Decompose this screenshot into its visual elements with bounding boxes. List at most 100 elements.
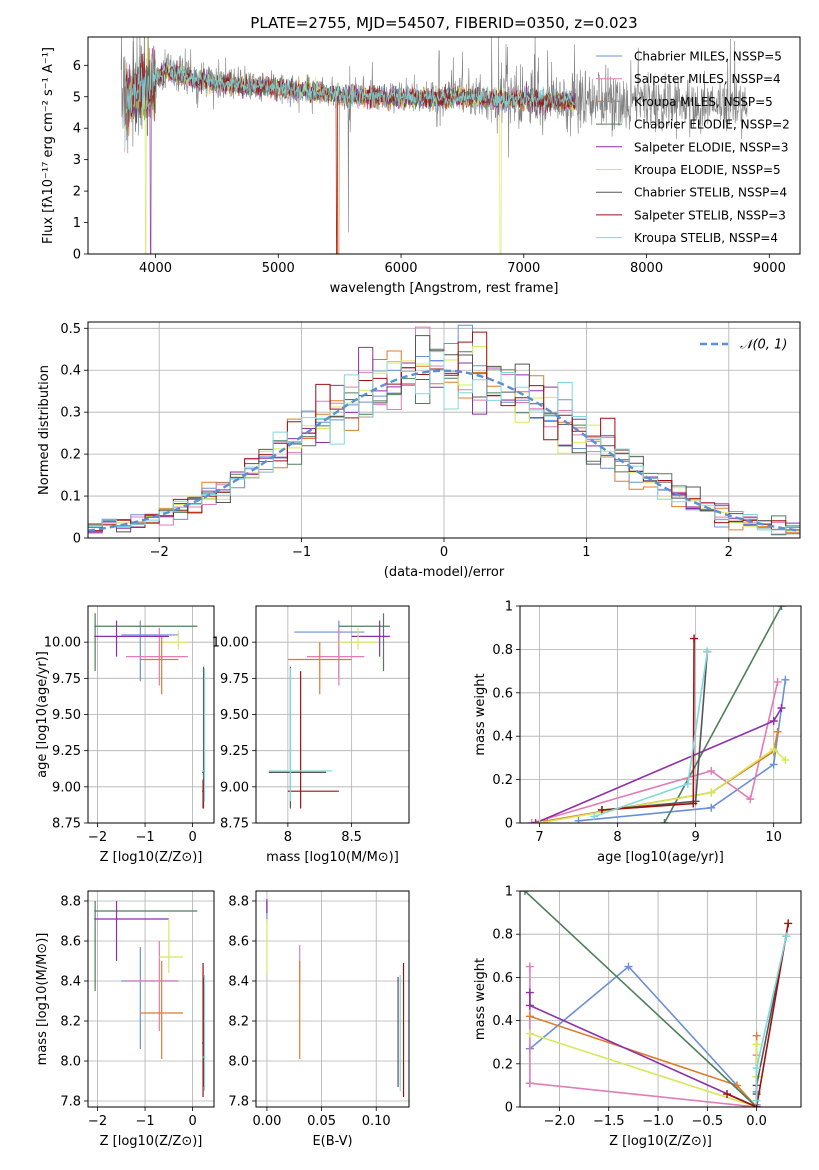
y-tick-label: 9.00 — [220, 780, 249, 795]
data-point-marker — [752, 1096, 761, 1105]
data-point-marker — [520, 891, 529, 895]
x-axis-label: E(B-V) — [312, 1134, 352, 1149]
y-tick-label: 7.8 — [60, 1095, 81, 1110]
plot-area — [256, 891, 409, 1107]
y-tick-label: 10.00 — [44, 636, 81, 651]
data-point-marker — [752, 1031, 761, 1040]
y-tick-label: 0.3 — [60, 406, 81, 421]
panel-6: 0.00 0.05 0.10 7.8 8.0 8.2 8.4 8.6 8.8 E(B-V) — [228, 890, 410, 1149]
y-tick-label: 0 — [505, 1101, 513, 1116]
data-point-marker — [781, 756, 790, 765]
y-axis-label: mass weight — [473, 673, 488, 755]
normal-curve — [88, 369, 800, 532]
y-tick-label: 10.00 — [212, 636, 249, 651]
axes-frame — [519, 605, 802, 824]
x-axis-label: Z [log10(Z/Z⊙)] — [100, 850, 203, 865]
y-tick-label: 0.2 — [492, 1057, 513, 1072]
data-point-marker — [624, 962, 633, 971]
x-axis-label: mass [log10(M/M⊙)] — [266, 850, 399, 865]
series-line-salpeter-elodie — [529, 992, 757, 1107]
data-point-marker — [723, 1090, 732, 1099]
x-tick-label: 0 — [188, 1114, 196, 1129]
x-tick-label: 7000 — [507, 261, 540, 276]
x-tick-label: −2.0 — [544, 1114, 576, 1129]
y-axis-label: Flux [fλ10⁻¹⁷ erg cm⁻² s⁻¹ A⁻¹] — [41, 47, 56, 244]
data-point-marker — [703, 647, 712, 656]
plot-area — [88, 891, 214, 1107]
x-tick-label: 0 — [188, 830, 196, 845]
data-point-marker — [784, 919, 793, 928]
plot-area — [88, 322, 800, 538]
x-tick-label: 6000 — [384, 261, 417, 276]
y-tick-label: 8.0 — [60, 1055, 81, 1070]
axes-frame — [519, 890, 802, 1108]
y-tick-label: 4 — [73, 122, 81, 137]
model-spectrum-kroupa-stelib — [124, 53, 576, 148]
y-tick-label: 9.25 — [52, 744, 81, 759]
plot-area — [120, 37, 748, 254]
y-tick-label: 9.25 — [220, 744, 249, 759]
y-tick-label: 5 — [73, 90, 81, 105]
series-line-kroupa-miles — [529, 1015, 758, 1107]
plot-area — [520, 891, 801, 1107]
y-tick-label: 0.8 — [492, 643, 513, 658]
y-tick-label: 0.2 — [492, 773, 513, 788]
legend-label: 𝒩(0, 1) — [740, 338, 787, 353]
data-point-marker — [707, 803, 716, 812]
x-tick-label: −1 — [292, 545, 311, 560]
x-tick-label: 0.10 — [362, 1114, 391, 1129]
y-axis-label: mass [log10(M/M⊙)] — [35, 933, 50, 1066]
x-tick-label: 8.5 — [341, 830, 362, 845]
series-line-salpeter-stelib — [726, 923, 789, 1107]
y-tick-label: 8.75 — [220, 817, 249, 832]
y-tick-label: 0.8 — [492, 928, 513, 943]
y-tick-label: 8.4 — [60, 975, 81, 990]
data-point-marker — [769, 745, 778, 754]
x-tick-label: 0.00 — [252, 1114, 281, 1129]
y-tick-label: 9.50 — [52, 708, 81, 723]
data-point-marker — [525, 1012, 534, 1021]
data-point-marker — [707, 766, 716, 775]
axes-frame — [87, 605, 215, 824]
legend-label: Salpeter ELODIE, NSSP=3 — [634, 140, 789, 154]
x-tick-label: 2 — [725, 545, 733, 560]
panel-7: −2.0 −1.5 −1.0 −0.5 0.0 0 0.2 0.4 0.6 0.8 1 Z [log1… — [473, 885, 802, 1149]
y-axis-label: age [log10(age/yr)] — [35, 651, 50, 778]
panel-0: 4000 5000 6000 7000 8000 9000 0 1 2 3 4 5 6 wavelengt… — [41, 14, 801, 296]
chart-title: PLATE=2755, MJD=54507, FIBERID=0350, z=0… — [250, 14, 637, 32]
y-tick-label: 8.6 — [228, 935, 249, 950]
x-tick-label: 8 — [613, 830, 621, 845]
y-tick-label: 0.4 — [492, 1014, 513, 1029]
x-tick-label: 4000 — [139, 261, 172, 276]
plot-area — [256, 606, 409, 823]
data-point-marker — [707, 788, 716, 797]
panel-4: 7 8 9 10 0 0.2 0.4 0.6 0.8 1 age [log10(age/yr)] ma… — [473, 600, 802, 865]
y-tick-label: 1 — [505, 600, 513, 615]
x-tick-label: −1 — [135, 830, 154, 845]
x-tick-label: −0.5 — [692, 1114, 724, 1129]
data-point-marker — [590, 812, 599, 821]
x-axis-label: wavelength [Angstrom, rest frame] — [330, 281, 559, 296]
x-axis-label: Z [log10(Z/Z⊙)] — [609, 1134, 712, 1149]
y-tick-label: 0.4 — [492, 730, 513, 745]
x-tick-label: 0.0 — [746, 1114, 767, 1129]
series-line-salpeter-stelib — [601, 638, 695, 811]
y-tick-label: 9.75 — [220, 672, 249, 687]
data-point-marker — [777, 606, 786, 610]
data-point-marker — [683, 779, 692, 788]
axes-frame — [87, 36, 801, 255]
y-tick-label: 0 — [73, 532, 81, 547]
y-tick-label: 6 — [73, 59, 81, 74]
panel-5: −2 −1 0 7.8 8.0 8.2 8.4 8.6 8.8 Z [log10(Z/Z⊙)] ma… — [35, 890, 215, 1149]
data-point-marker — [660, 819, 669, 823]
data-point-marker — [781, 675, 790, 684]
axes-frame — [255, 605, 410, 824]
series-line-chabrier-miles — [529, 965, 758, 1107]
x-tick-label: −1.0 — [642, 1114, 674, 1129]
data-point-marker — [531, 819, 540, 823]
x-tick-label: 8 — [284, 830, 292, 845]
data-point-marker — [773, 727, 782, 736]
x-tick-label: 1 — [582, 545, 590, 560]
y-tick-label: 8.0 — [228, 1055, 249, 1070]
